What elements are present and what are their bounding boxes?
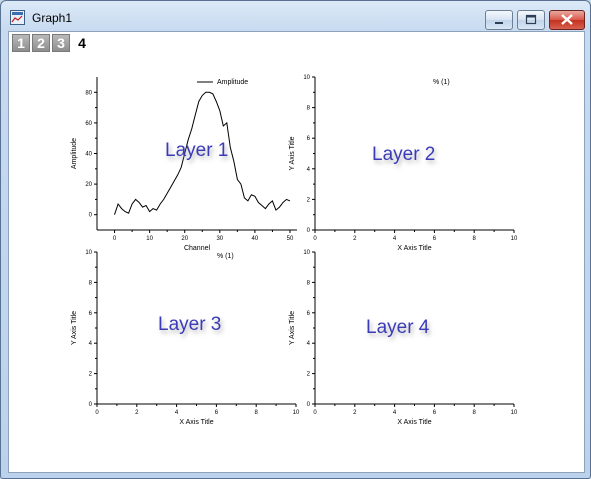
x-axis-title: X Axis Title [397, 245, 431, 252]
y-tick-label: 0 [307, 228, 311, 234]
y-axis-title: Y Axis Title [289, 136, 296, 170]
legend-label: Amplitude [217, 79, 248, 86]
close-icon [561, 14, 573, 25]
layer-name-label: Layer 4 [366, 317, 430, 338]
x-tick-label: 10 [146, 236, 153, 242]
y-tick-label: 10 [85, 250, 92, 256]
x-tick-label: 0 [113, 236, 117, 242]
y-tick-label: 8 [307, 106, 311, 112]
x-tick-label: 50 [287, 236, 294, 242]
layer-4[interactable]: 0 2 4 6 8 10 0 2 4 6 8 10 X Axis Title Y Axis Title La… [289, 250, 518, 426]
layer-name-label: Layer 1 [165, 140, 228, 161]
y-tick-label: 80 [85, 90, 92, 96]
y-tick-label: 2 [89, 372, 93, 378]
x-tick-label: 4 [393, 410, 397, 416]
layer-tab-2[interactable]: 2 [32, 34, 50, 52]
y-tick-label: 6 [89, 311, 93, 317]
x-tick-label: 0 [313, 236, 317, 242]
y-tick-label: 8 [307, 280, 311, 286]
layer-name-label: Layer 2 [372, 144, 435, 165]
y-tick-label: 40 [85, 152, 92, 158]
x-tick-label: 2 [353, 236, 357, 242]
x-tick-label: 6 [215, 410, 219, 416]
x-tick-label: 6 [433, 410, 437, 416]
x-tick-label: 2 [135, 410, 139, 416]
layer-2[interactable]: 0 2 4 6 8 10 0 2 4 6 8 10 X Axis Title Y Axis Title % … [289, 75, 518, 252]
x-tick-label: 8 [473, 236, 477, 242]
graph-layers: 0 10 20 30 40 50020406080ChannelAmplitudeAmpl… [71, 75, 518, 426]
close-button[interactable] [549, 10, 585, 30]
y-axis-title: Y Axis Title [289, 311, 296, 345]
x-tick-label: 20 [181, 236, 188, 242]
minimize-icon [495, 22, 503, 24]
y-tick-label: 4 [307, 341, 311, 347]
y-tick-label: 4 [307, 167, 311, 173]
maximize-icon [525, 14, 537, 25]
x-tick-label: 2 [353, 410, 357, 416]
y-tick-label: 10 [303, 75, 310, 81]
x-tick-label: 0 [95, 410, 99, 416]
graph-window-icon [10, 10, 25, 25]
y-tick-label: 0 [89, 213, 93, 219]
x-tick-label: 8 [255, 410, 259, 416]
maximize-button[interactable] [517, 10, 545, 30]
y-tick-label: 60 [85, 121, 92, 127]
x-tick-label: 8 [473, 410, 477, 416]
layer-name-label: Layer 3 [158, 314, 221, 335]
layer-1[interactable]: 0 10 20 30 40 50 0 20 40 60 80 Channel Amplitude Ampl… [71, 77, 297, 252]
x-tick-label: 4 [175, 410, 179, 416]
layer-tab-1[interactable]: 1 [12, 34, 30, 52]
legend-label: % (1) [433, 79, 450, 86]
y-tick-label: 6 [307, 136, 311, 142]
window-title: Graph1 [32, 11, 73, 25]
y-axis-title: Amplitude [71, 138, 78, 169]
y-axis-title: Y Axis Title [71, 311, 78, 345]
x-tick-label: 10 [511, 410, 518, 416]
x-axis-title: X Axis Title [179, 419, 213, 426]
layer-tab-3[interactable]: 3 [52, 34, 70, 52]
y-tick-label: 2 [307, 372, 311, 378]
x-tick-label: 10 [293, 410, 300, 416]
y-tick-label: 0 [89, 402, 93, 408]
graph-page[interactable]: 1 2 3 4 0 10 20 30 40 50 0 20 40 60 80 Channel Ampli… [8, 31, 585, 473]
y-tick-label: 20 [85, 182, 92, 188]
layer-3[interactable]: 0 2 4 6 8 10 0 2 4 6 8 10 X Axis Title Y Axis Title % … [71, 250, 300, 426]
title-bar[interactable]: Graph1 [1, 1, 590, 35]
x-axis-title: X Axis Title [397, 419, 431, 426]
y-tick-label: 10 [303, 250, 310, 256]
amplitude-series-line [114, 91, 291, 215]
legend-label: % (1) [217, 253, 234, 260]
x-tick-label: 10 [511, 236, 518, 242]
minimize-button[interactable] [485, 10, 513, 30]
y-tick-label: 6 [307, 311, 311, 317]
y-tick-label: 2 [307, 197, 311, 203]
y-tick-label: 0 [307, 402, 311, 408]
layer-tab-4[interactable]: 4 [73, 34, 91, 52]
x-tick-label: 40 [252, 236, 259, 242]
x-tick-label: 4 [393, 236, 397, 242]
x-axis-title: Channel [184, 245, 211, 252]
y-tick-label: 4 [89, 341, 93, 347]
y-tick-label: 8 [89, 280, 93, 286]
x-tick-label: 0 [313, 410, 317, 416]
x-tick-label: 6 [433, 236, 437, 242]
x-tick-label: 30 [216, 236, 223, 242]
